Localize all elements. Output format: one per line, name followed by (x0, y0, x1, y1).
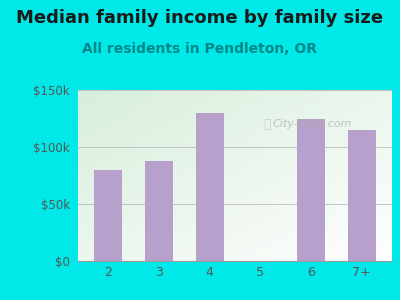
Bar (297, 118, 325, 261)
Text: City-Data.com: City-Data.com (273, 119, 352, 129)
Text: All residents in Pendleton, OR: All residents in Pendleton, OR (82, 42, 318, 56)
Text: Ⓜ: Ⓜ (263, 118, 271, 131)
Bar (196, 113, 224, 261)
Bar (348, 130, 376, 261)
Bar (94, 170, 122, 261)
Bar (145, 161, 173, 261)
Text: Median family income by family size: Median family income by family size (16, 9, 384, 27)
